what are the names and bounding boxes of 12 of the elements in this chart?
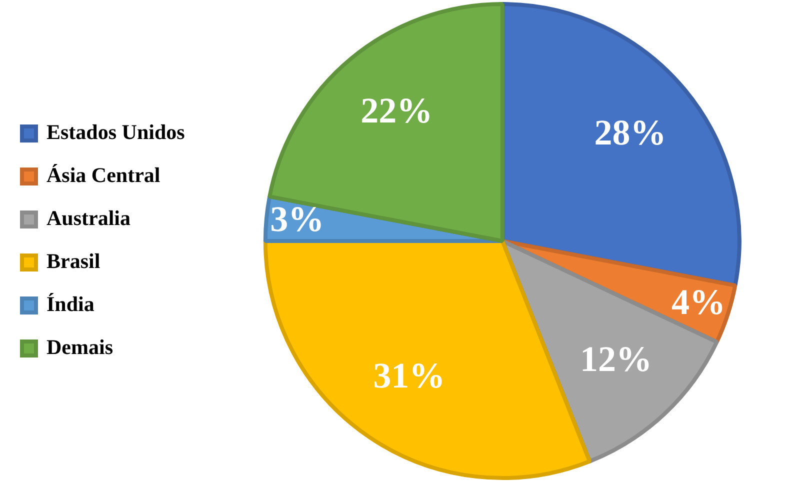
data-label: 22% [360, 90, 433, 130]
legend-label: Demais [46, 334, 113, 359]
data-label: 28% [594, 112, 666, 153]
legend-label: Brasil [46, 248, 100, 273]
data-label: 4% [672, 282, 726, 322]
data-label: 3% [270, 198, 324, 239]
data-label: 12% [580, 339, 652, 380]
legend-label: Estados Unidos [46, 120, 185, 144]
legend-label: Australia [46, 206, 131, 230]
legend-label: Índia [46, 292, 95, 316]
data-label: 31% [373, 356, 446, 396]
legend-label: Ásia Central [46, 162, 160, 187]
